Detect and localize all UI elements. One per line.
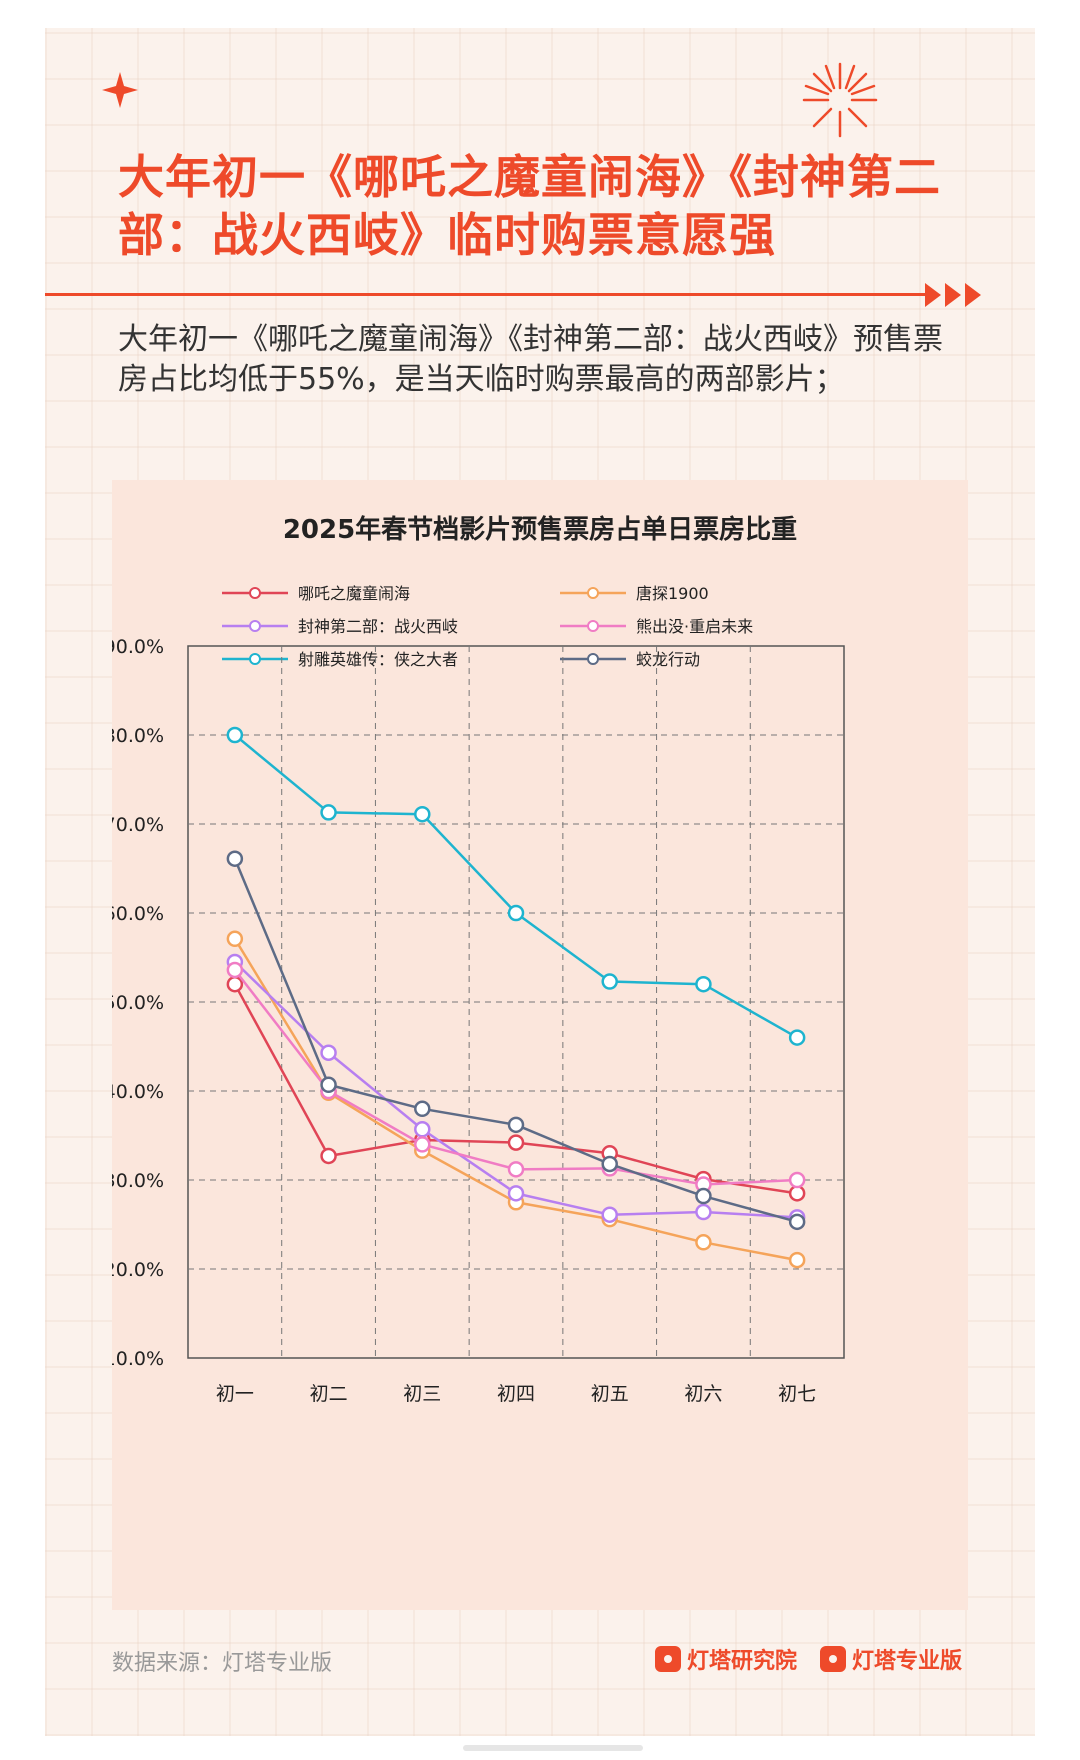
data-point <box>226 850 244 867</box>
data-point <box>788 1029 806 1046</box>
x-tick-label: 初五 <box>591 1383 629 1405</box>
page-title: 大年初一《哪吒之魔童闹海》《封神第二部：战火西岐》临时购票意愿强 <box>118 150 941 262</box>
y-tick-label: 40.0% <box>112 1081 164 1103</box>
data-point <box>788 1251 806 1269</box>
brand-dengta-research: 灯塔研究院 <box>655 1643 797 1675</box>
data-point <box>414 1136 431 1153</box>
data-point <box>226 961 244 979</box>
data-point <box>788 1171 806 1189</box>
legend-marker <box>249 587 261 599</box>
y-tick-label: 20.0% <box>112 1259 164 1281</box>
x-tick-label: 初二 <box>310 1383 348 1405</box>
data-point <box>601 1206 618 1223</box>
x-tick-label: 初四 <box>497 1383 535 1405</box>
chart-panel: 2025年春节档影片预售票房占单日票房比重哪吒之魔童闹海 唐探1900 封神第二部：… <box>104 480 968 1610</box>
description-text: 大年初一《哪吒之魔童闹海》《封神第二部：战火西岐》预售票房占比均低于55%，是当… <box>118 322 943 397</box>
data-point <box>414 805 431 823</box>
data-point <box>320 1044 337 1061</box>
legend-label: 蛟龙行动 <box>636 650 700 669</box>
legend-marker <box>587 620 599 632</box>
brand-dengta-pro-label: 灯塔专业版 <box>852 1649 963 1674</box>
legend-label: 封神第二部：战火西岐 <box>298 617 458 636</box>
triple-arrow-icon <box>925 283 981 307</box>
horizontal-scrollbar[interactable] <box>463 1745 643 1751</box>
x-tick-label: 初一 <box>216 1383 254 1405</box>
data-point <box>695 1203 712 1221</box>
y-tick-label: 90.0% <box>112 636 164 658</box>
legend-label: 哪吒之魔童闹海 <box>298 584 410 603</box>
data-point <box>320 1147 337 1165</box>
series-line <box>233 961 798 1219</box>
data-point <box>414 1100 431 1118</box>
y-tick-label: 60.0% <box>112 903 164 925</box>
legend-marker <box>249 653 261 665</box>
x-tick-label: 初七 <box>778 1383 816 1405</box>
brand-dengta-pro: 灯塔专业版 <box>820 1643 962 1675</box>
series-line <box>234 734 798 1039</box>
legend-label: 射雕英雄传：侠之大者 <box>298 650 458 669</box>
x-tick-label: 初六 <box>684 1383 722 1405</box>
legend-marker <box>249 620 261 632</box>
title-divider <box>45 293 935 296</box>
firework-icon <box>802 62 878 138</box>
x-tick-label: 初三 <box>403 1383 441 1405</box>
data-point <box>507 1134 525 1151</box>
data-point <box>507 904 525 922</box>
y-tick-label: 70.0% <box>112 814 164 836</box>
legend-label: 熊出没·重启未来 <box>636 617 753 636</box>
y-tick-label: 80.0% <box>112 725 164 747</box>
data-point <box>414 1121 431 1138</box>
data-point <box>507 1116 525 1134</box>
data-point <box>788 1213 806 1231</box>
data-point <box>507 1185 525 1202</box>
data-point <box>226 975 244 993</box>
y-tick-label: 10.0% <box>112 1348 164 1370</box>
dengta-research-logo-icon <box>655 1646 681 1672</box>
data-point <box>226 930 244 948</box>
data-point <box>507 1161 525 1178</box>
y-tick-label: 50.0% <box>112 992 164 1014</box>
chart-title: 2025年春节档影片预售票房占单日票房比重 <box>283 514 797 545</box>
sparkle-icon <box>102 72 138 108</box>
data-point <box>695 1234 712 1251</box>
data-point <box>320 804 337 821</box>
y-tick-label: 30.0% <box>112 1170 164 1192</box>
legend-marker <box>587 587 599 599</box>
legend-marker <box>587 653 599 665</box>
legend-label: 唐探1900 <box>636 584 709 603</box>
data-point <box>788 1185 806 1202</box>
data-source: 数据来源：灯塔专业版 <box>112 1651 333 1676</box>
brand-dengta-research-label: 灯塔研究院 <box>687 1649 798 1674</box>
data-point <box>320 1076 337 1094</box>
series-line <box>233 969 798 1186</box>
data-point <box>695 975 712 993</box>
data-point <box>601 973 618 990</box>
data-point <box>601 1155 618 1173</box>
dengta-pro-logo-icon <box>820 1646 846 1672</box>
data-point <box>695 1187 712 1205</box>
data-point <box>226 726 244 744</box>
